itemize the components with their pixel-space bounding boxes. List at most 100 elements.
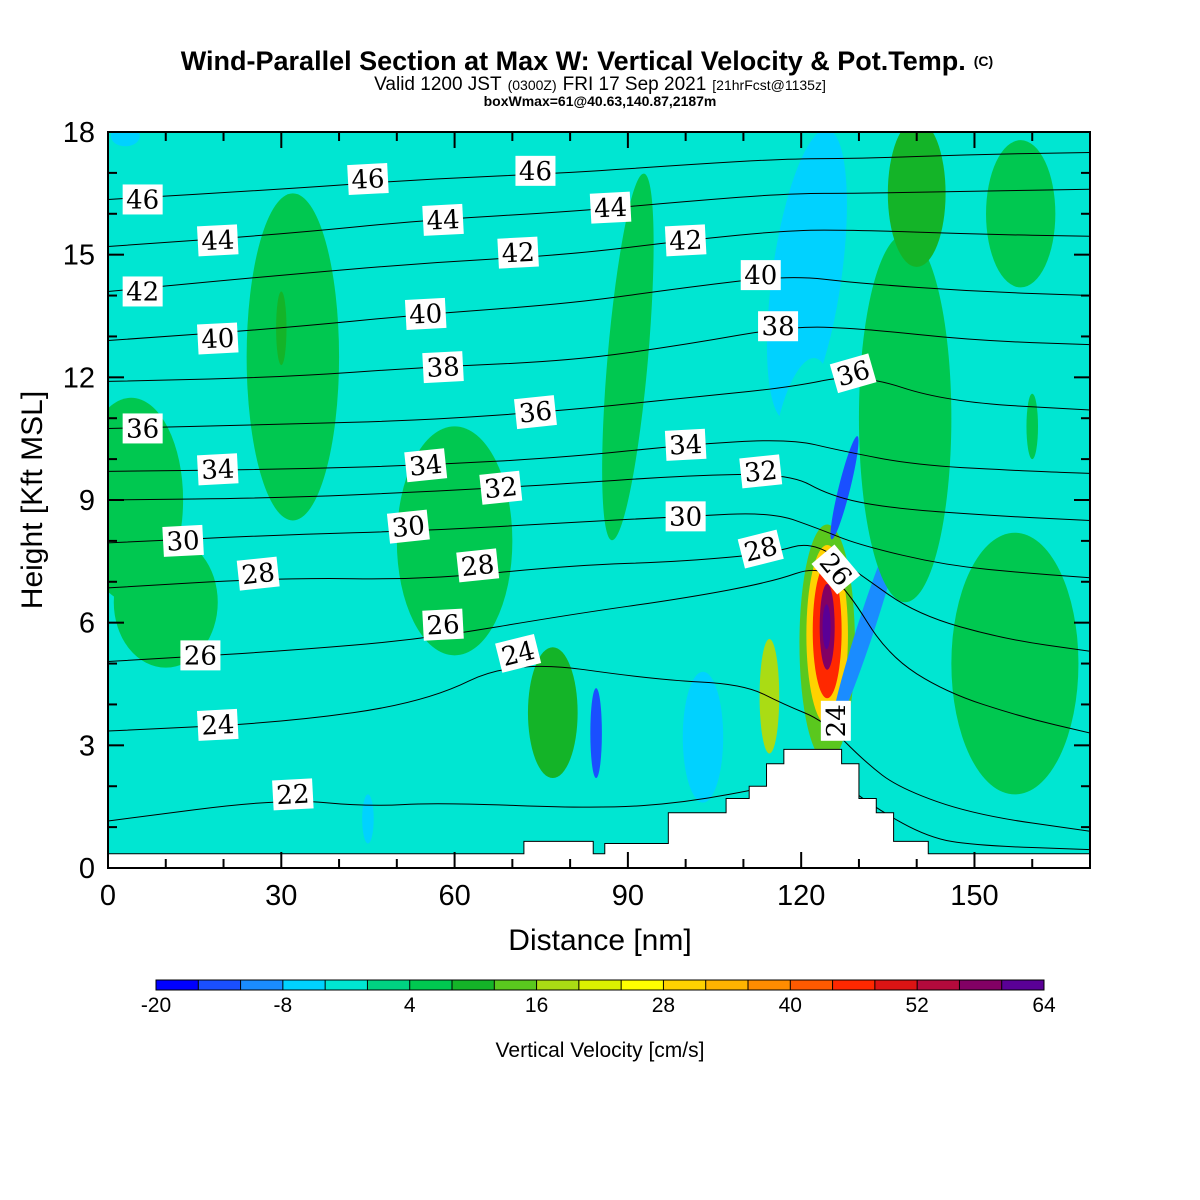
svg-text:38: 38 [762,312,795,342]
colorbar-tick-label: 16 [525,994,548,1017]
isentrope-28 [108,544,1090,652]
colorbar: -20 -8 4 16 28 40 52 64 [141,979,1056,1017]
y-tick-label: 15 [63,240,95,272]
isentrope-label-12: 38 [422,351,464,384]
y-tick-label: 6 [79,608,95,640]
colorbar-swatch [621,980,664,990]
colorbar-title: Vertical Velocity [cm/s] [496,1039,705,1062]
svg-text:30: 30 [390,511,426,544]
svg-text:26: 26 [184,641,217,671]
w-cell-21 [986,140,1056,288]
svg-text:24: 24 [822,704,852,737]
w-cell-4 [822,604,831,650]
isentrope-label-33: 24 [820,700,852,741]
isentrope-label-8: 42 [664,224,707,257]
svg-text:32: 32 [483,472,519,505]
colorbar-swatch [367,980,411,990]
w-cell-24 [1026,393,1039,460]
isentrope-label-11: 40 [740,260,781,291]
w-cell-18 [246,193,340,521]
svg-text:30: 30 [669,502,702,532]
isentrope-32 [108,473,1090,521]
colorbar-swatch [536,980,580,990]
svg-text:26: 26 [426,610,461,642]
colorbar-swatch [282,980,326,990]
isentrope-label-31: 24 [196,708,239,742]
isentrope-label-3: 44 [196,224,239,258]
isentrope-label-24: 30 [665,501,706,532]
svg-text:38: 38 [426,352,461,384]
svg-text:42: 42 [501,238,536,270]
chart-title: Wind-Parallel Section at Max W: Vertical… [181,46,993,76]
svg-text:36: 36 [126,414,159,444]
x-tick-label: 60 [438,880,470,912]
colorbar-swatch [917,980,960,990]
isentrope-label-1: 46 [347,162,389,196]
svg-text:42: 42 [126,277,159,307]
colorbar-swatch [409,980,453,990]
w-cell-15 [951,532,1079,795]
svg-text:22: 22 [276,780,311,812]
isentrope-26 [108,569,1090,734]
w-cell-11 [682,671,724,803]
svg-text:36: 36 [518,396,554,429]
isentrope-label-29: 26 [422,608,464,642]
y-tick-label: 9 [79,485,95,517]
isentrope-label-18: 34 [404,448,448,483]
w-cell-23 [276,291,287,366]
colorbar-tick-label: 28 [652,994,675,1017]
svg-text:44: 44 [593,193,628,225]
colorbar-tick-label: 64 [1032,994,1056,1017]
y-tick-label: 0 [79,853,95,885]
w-cell-25 [362,794,374,844]
svg-text:40: 40 [200,324,235,356]
isentrope-label-28: 26 [180,640,221,671]
svg-text:40: 40 [744,261,777,291]
w-cell-10 [590,688,602,779]
isentrope-label-17: 34 [196,453,239,486]
isentrope-label-34: 22 [272,778,314,811]
isentrope-label-20: 32 [479,470,523,505]
isentrope-label-15: 36 [514,395,557,430]
colorbar-tick-label: 40 [779,994,802,1017]
isentrope-label-6: 42 [122,276,163,307]
w-cell-20 [858,234,952,603]
colorbar-swatch [325,980,368,990]
w-cell-17 [113,536,218,668]
isentrope-label-13: 38 [758,311,799,342]
isentrope-38 [108,326,1090,382]
colorbar-swatch [832,980,876,990]
isentrope-label-22: 30 [162,524,204,558]
isentrope-40 [108,277,1090,342]
svg-text:46: 46 [351,164,386,196]
colorbar-tick-label: -8 [274,994,293,1017]
y-axis-label: Height [Kft MSL] [16,391,49,609]
w-cell-5 [759,639,780,754]
x-tick-label: 0 [100,880,116,912]
colorbar-tick-label: 4 [404,994,416,1017]
isentrope-label-23: 30 [386,509,430,544]
isentrope-label-27: 28 [737,529,784,569]
colorbar-swatch [959,980,1003,990]
svg-text:32: 32 [743,456,779,489]
w-cell-26 [110,132,140,147]
svg-text:44: 44 [200,226,235,258]
isentrope-label-14: 36 [122,413,163,444]
svg-text:28: 28 [460,550,496,583]
isentrope-24 [108,665,1090,832]
x-tick-label: 30 [265,880,297,912]
svg-text:46: 46 [519,157,552,187]
x-tick-label: 90 [612,880,644,912]
colorbar-swatch [578,980,622,990]
y-tick-label: 12 [63,362,95,394]
isentrope-label-26: 28 [456,548,500,583]
y-tick-label: 18 [63,117,95,149]
w-cell-14 [602,173,654,541]
isentrope-label-9: 40 [196,322,239,356]
x-tick-label: 120 [777,880,825,912]
y-tick-label: 3 [79,730,95,762]
isentrope-label-5: 44 [589,191,632,225]
